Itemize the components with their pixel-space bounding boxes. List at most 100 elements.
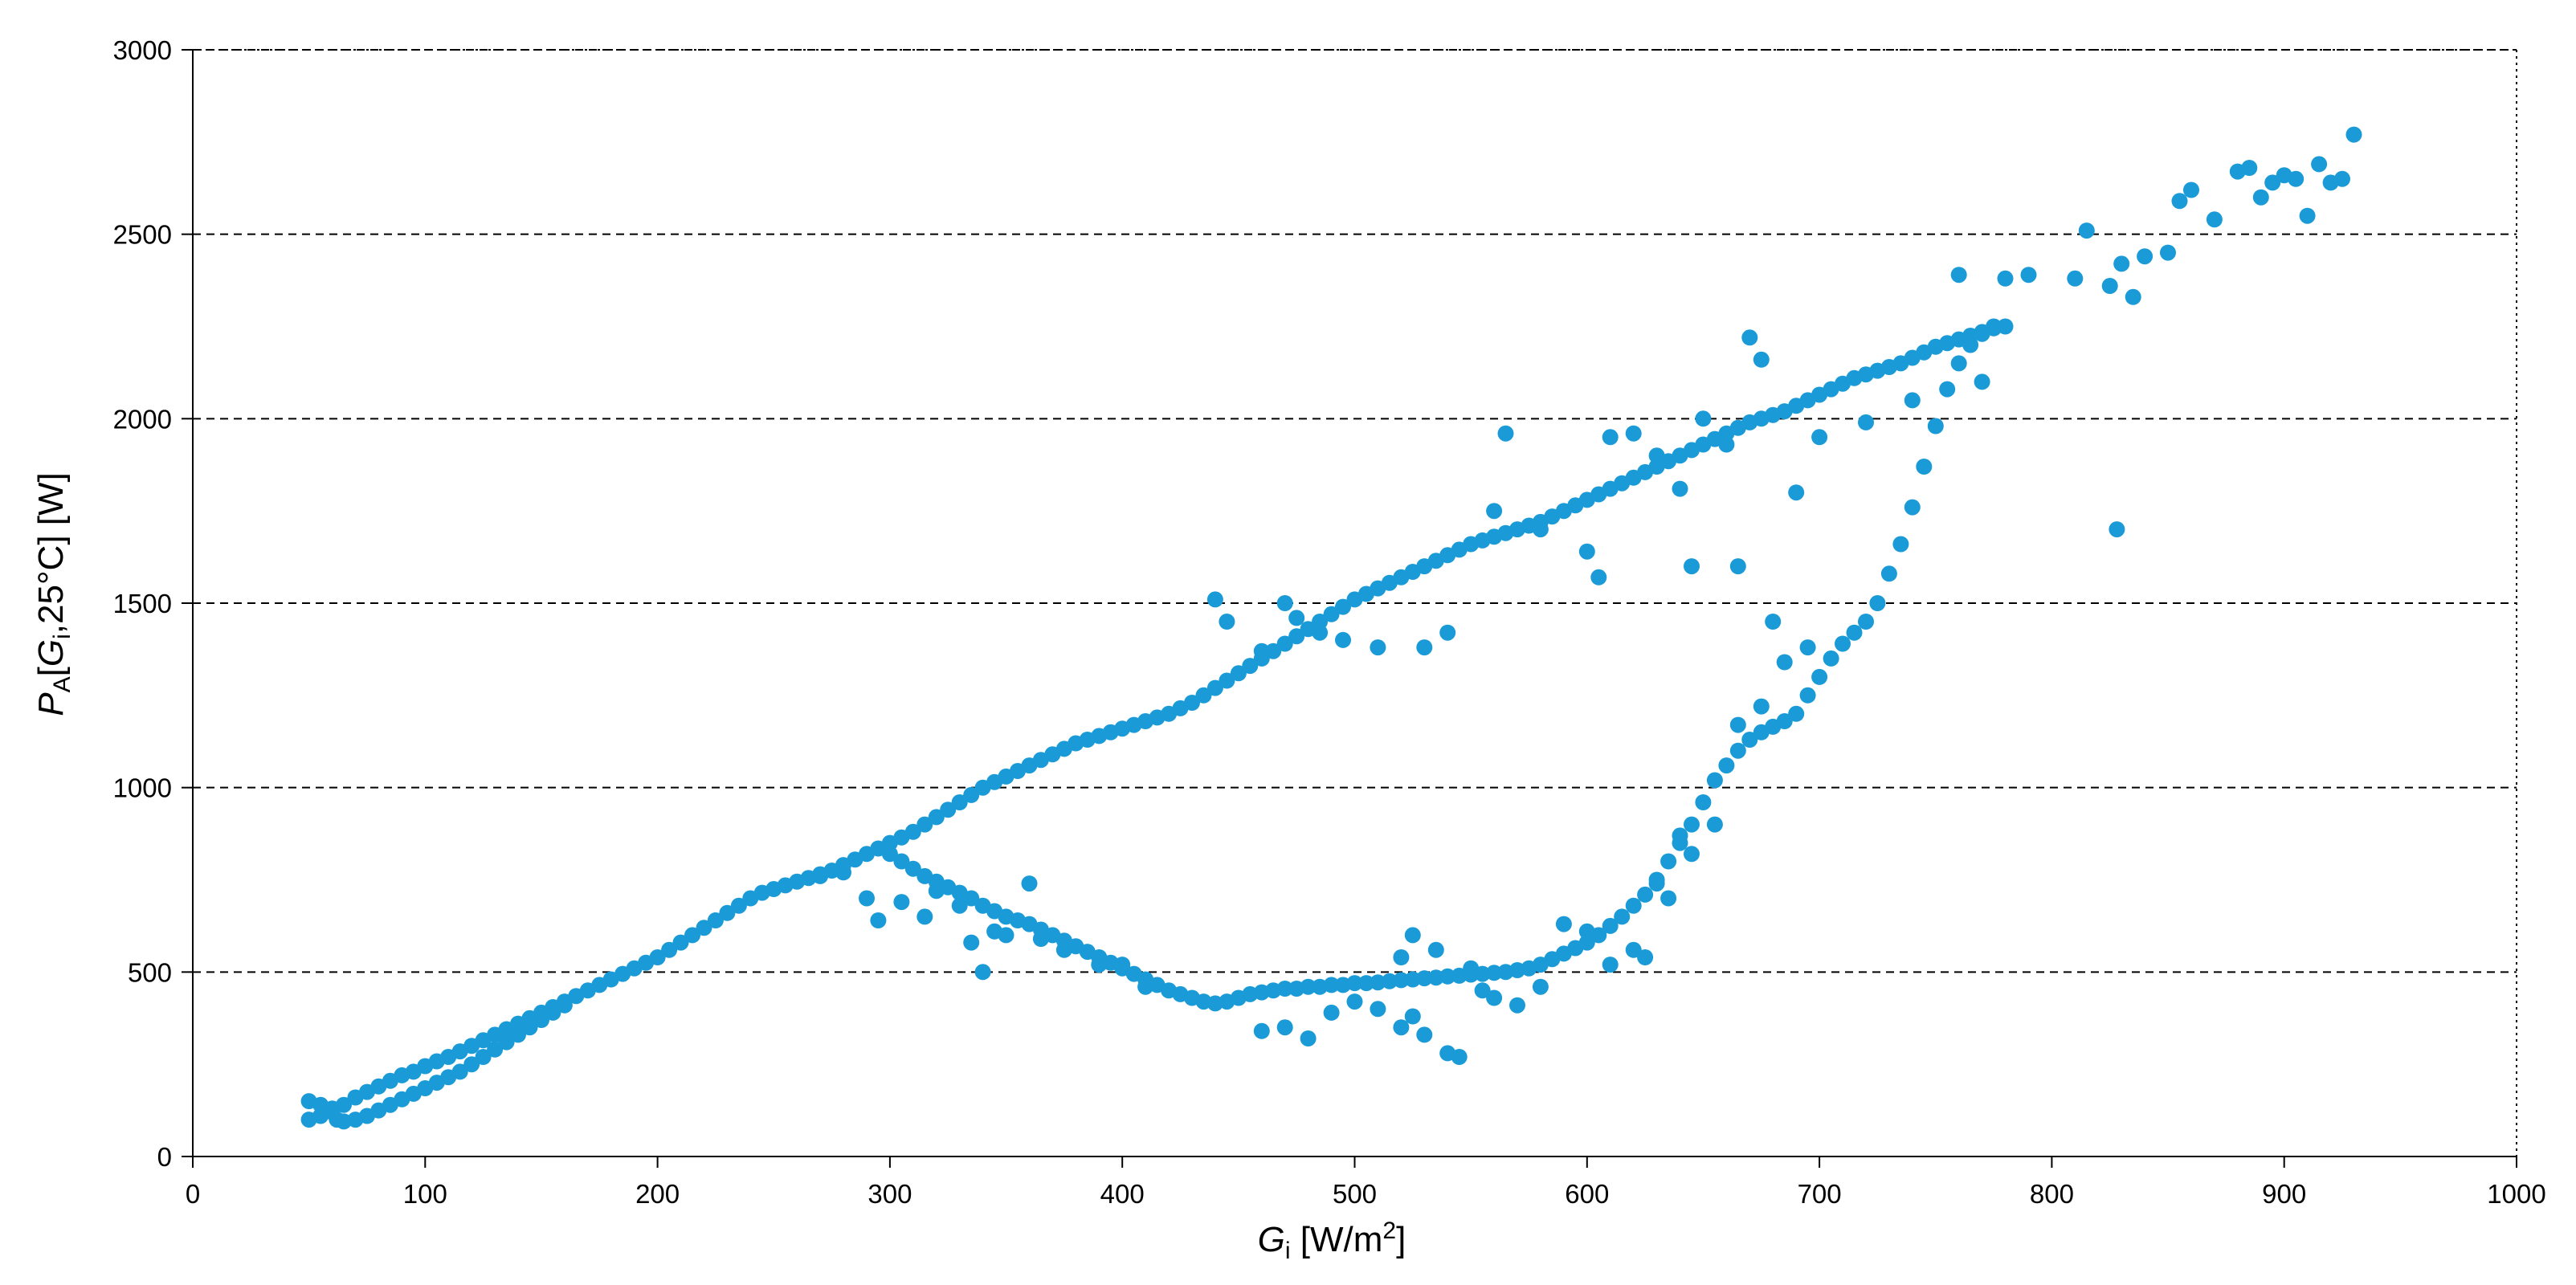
data-point-outliers-73 xyxy=(2345,126,2362,143)
data-point-outliers-33 xyxy=(1602,429,1619,446)
data-point-return-loop-90 xyxy=(1927,418,1944,434)
data-point-outliers-18 xyxy=(1206,591,1223,608)
data-point-outliers-22 xyxy=(1288,610,1305,626)
data-point-return-loop-88 xyxy=(1904,499,1921,516)
data-point-outliers-103 xyxy=(1729,716,1746,733)
data-point-lower-loop-start-21 xyxy=(533,1012,549,1028)
data-point-outliers-65 xyxy=(2252,189,2269,206)
data-point-return-loop-64 xyxy=(1625,897,1642,914)
data-point-main-curve-79 xyxy=(1219,672,1235,689)
data-point-lower-loop-start-23 xyxy=(556,997,573,1014)
data-point-outliers-29 xyxy=(1497,425,1514,442)
data-point-outliers-96 xyxy=(1625,941,1642,958)
data-point-outliers-80 xyxy=(1393,1019,1410,1036)
data-point-return-loop-7 xyxy=(963,890,980,907)
data-point-outliers-39 xyxy=(1718,436,1735,453)
y-tick-label-3000: 3000 xyxy=(113,35,172,65)
data-point-lower-loop-start-16 xyxy=(475,1049,492,1065)
data-point-return-loop-46 xyxy=(1416,970,1433,987)
data-point-outliers-79 xyxy=(1370,1001,1386,1018)
data-point-outliers-102 xyxy=(1706,816,1723,833)
x-tick-label-300: 300 xyxy=(868,1179,912,1209)
data-point-outliers-46 xyxy=(1858,414,1874,430)
data-point-outliers-99 xyxy=(1660,890,1677,907)
data-point-outliers-84 xyxy=(1451,1049,1468,1065)
data-point-outliers-51 xyxy=(2020,267,2037,284)
data-point-outliers-58 xyxy=(2137,248,2153,265)
data-point-outliers-40 xyxy=(1729,558,1746,575)
data-point-outliers-36 xyxy=(1672,480,1688,497)
data-point-outliers-55 xyxy=(2113,255,2130,272)
data-point-main-curve-81 xyxy=(1242,658,1259,675)
data-point-return-loop-70 xyxy=(1695,794,1712,810)
data-point-return-loop-38 xyxy=(1323,977,1340,993)
data-point-main-curve-53 xyxy=(917,816,933,833)
x-tick-label-500: 500 xyxy=(1333,1179,1377,1209)
data-point-main-curve-36 xyxy=(719,904,736,921)
x-axis-title: Gi [W/m2] xyxy=(1258,1218,1406,1264)
data-point-main-curve-83 xyxy=(1265,642,1282,659)
data-point-outliers-54 xyxy=(2101,278,2118,294)
data-point-return-loop-52 xyxy=(1486,965,1503,981)
data-point-return-loop-91 xyxy=(1939,381,1956,398)
data-point-main-curve-52 xyxy=(904,823,921,840)
data-point-main-curve-56 xyxy=(951,794,968,810)
data-point-outliers-9 xyxy=(974,964,991,981)
data-point-return-loop-49 xyxy=(1451,967,1468,984)
data-point-lower-loop-start-18 xyxy=(498,1034,515,1050)
data-point-outliers-25 xyxy=(1370,639,1386,656)
x-tick-label-0: 0 xyxy=(186,1179,200,1209)
data-point-main-curve-32 xyxy=(672,934,689,951)
data-point-outliers-28 xyxy=(1486,503,1503,520)
data-point-outliers-47 xyxy=(1904,392,1921,409)
data-point-outliers-97 xyxy=(1637,949,1654,965)
data-point-outliers-41 xyxy=(1741,329,1758,346)
data-point-outliers-101 xyxy=(1684,846,1700,863)
x-tick-label-900: 900 xyxy=(2262,1179,2306,1209)
data-point-outliers-87 xyxy=(1427,941,1444,958)
data-point-return-loop-92 xyxy=(1950,355,1967,372)
data-point-outliers-69 xyxy=(2299,207,2316,224)
data-point-outliers-86 xyxy=(1404,927,1421,944)
data-point-main-curve-37 xyxy=(730,897,747,914)
y-tick-label-2000: 2000 xyxy=(113,404,172,434)
data-point-outliers-45 xyxy=(1811,429,1828,446)
data-point-outliers-43 xyxy=(1765,614,1782,630)
data-point-outliers-78 xyxy=(1346,993,1363,1010)
data-point-outliers-48 xyxy=(1950,267,1967,284)
data-point-main-curve-85 xyxy=(1288,628,1305,645)
data-point-return-loop-85 xyxy=(1869,595,1886,611)
data-point-outliers-85 xyxy=(1393,949,1410,965)
data-point-return-loop-34 xyxy=(1276,981,1293,997)
data-point-main-curve-84 xyxy=(1276,635,1293,652)
data-point-outliers-32 xyxy=(1590,569,1607,585)
data-point-outliers-35 xyxy=(1648,447,1665,464)
data-point-return-loop-62 xyxy=(1602,917,1619,934)
data-point-outliers-2 xyxy=(859,890,875,907)
data-point-main-curve-87 xyxy=(1312,614,1329,630)
data-point-outliers-20 xyxy=(1253,642,1270,659)
data-point-outliers-53 xyxy=(2078,222,2095,239)
data-point-outliers-3 xyxy=(870,912,887,928)
data-point-outliers-6 xyxy=(928,883,945,900)
data-point-outliers-62 xyxy=(2206,211,2223,228)
data-point-return-loop-83 xyxy=(1846,624,1863,641)
data-point-outliers-44 xyxy=(1788,484,1805,501)
data-point-outliers-1 xyxy=(835,864,851,881)
data-point-outliers-26 xyxy=(1416,639,1433,656)
data-point-return-loop-63 xyxy=(1614,908,1631,925)
data-point-return-loop-82 xyxy=(1835,635,1851,652)
x-tick-label-800: 800 xyxy=(2030,1179,2074,1209)
data-point-main-curve-54 xyxy=(928,809,945,826)
data-point-main-curve-30 xyxy=(649,949,666,965)
data-point-outliers-11 xyxy=(998,927,1014,944)
data-point-return-loop-87 xyxy=(1892,536,1909,553)
data-point-outliers-17 xyxy=(1137,978,1154,995)
data-point-outliers-104 xyxy=(1753,698,1770,715)
data-point-main-curve-55 xyxy=(940,802,957,818)
data-point-outliers-72 xyxy=(2334,170,2350,187)
data-point-main-curve-78 xyxy=(1206,679,1223,696)
data-point-outliers-64 xyxy=(2241,160,2258,176)
data-point-outliers-98 xyxy=(1648,875,1665,892)
